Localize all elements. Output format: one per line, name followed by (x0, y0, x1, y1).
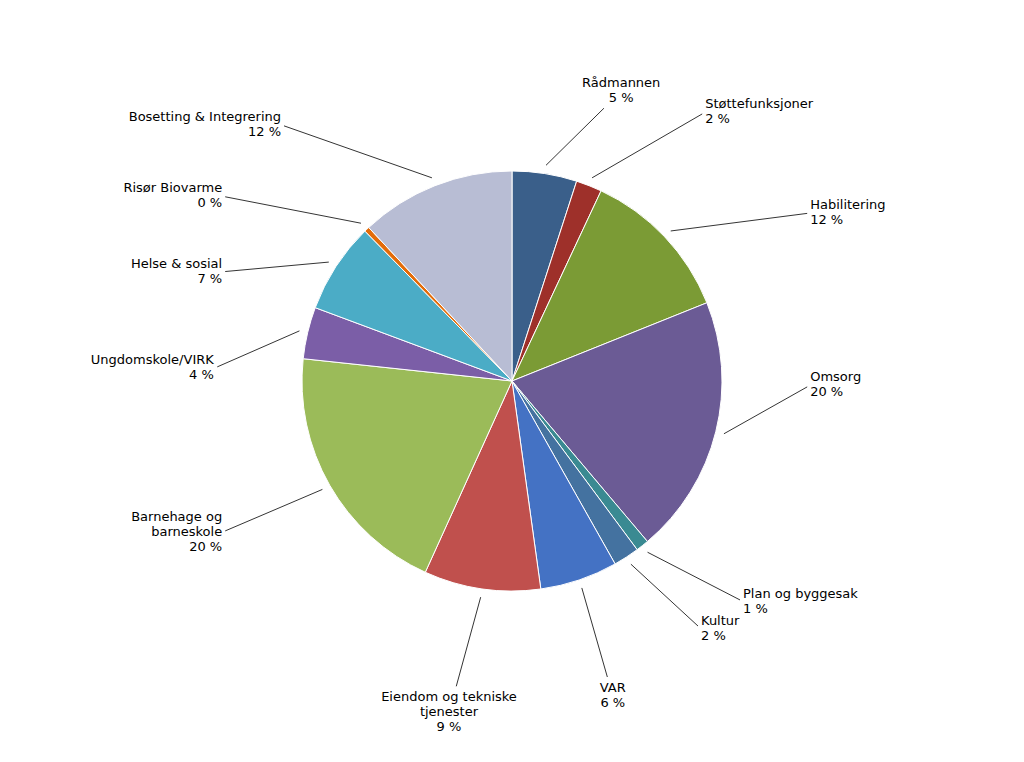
percent-label: 20 % (810, 384, 843, 399)
leader-line (631, 564, 698, 626)
leader-line (456, 597, 480, 686)
percent-label: 7 % (197, 271, 222, 286)
category-label: Plan og byggesak (743, 586, 858, 601)
percent-label: 12 % (810, 212, 843, 227)
slice-label: Ungdomskole/VIRK4 % (91, 352, 214, 382)
slices (302, 171, 722, 591)
chart-container: Rådmannen5 %Støttefunksjoner2 %Habiliter… (0, 0, 1024, 762)
category-label: Kultur (701, 613, 740, 628)
category-label: Rådmannen (582, 75, 660, 90)
leader-line (546, 108, 604, 165)
percent-label: 4 % (189, 367, 214, 382)
leader-lines (217, 108, 807, 686)
percent-label: 1 % (743, 601, 768, 616)
leader-line (225, 262, 329, 271)
slice-label: Risør Biovarme0 % (123, 180, 222, 210)
slice-label: Støttefunksjoner2 % (705, 96, 814, 126)
slice-label: Kultur2 % (701, 613, 740, 643)
percent-label: 5 % (609, 90, 634, 105)
leader-line (217, 331, 299, 367)
category-label: Helse & sosial (131, 256, 222, 271)
leader-line (671, 213, 807, 231)
slice-label: Rådmannen5 % (582, 75, 660, 105)
percent-label: 6 % (600, 695, 625, 710)
category-label: Bosetting & Integrering (129, 109, 281, 124)
slice-label: Eiendom og teknisketjenester9 % (381, 689, 517, 734)
leader-line (724, 387, 807, 434)
leader-line (225, 489, 322, 531)
category-label: Støttefunksjoner (705, 96, 814, 111)
slice-label: Omsorg20 % (810, 369, 861, 399)
slice-label: Barnehage ogbarneskole20 % (131, 509, 222, 554)
category-label: Eiendom og tekniske (381, 689, 517, 704)
chart: Rådmannen5 %Støttefunksjoner2 %Habiliter… (0, 0, 1024, 762)
percent-label: 12 % (248, 124, 281, 139)
leader-line (225, 197, 361, 223)
category-label: Barnehage og (131, 509, 222, 524)
leader-line (592, 114, 702, 178)
category-label: barneskole (151, 524, 222, 539)
slice-label: VAR6 % (600, 680, 626, 710)
leader-line (582, 588, 608, 677)
percent-label: 9 % (437, 719, 462, 734)
percent-label: 20 % (189, 539, 222, 554)
pie-slice (302, 359, 512, 573)
pie-slice (369, 171, 512, 381)
category-label: VAR (600, 680, 626, 695)
category-label: Risør Biovarme (123, 180, 222, 195)
leader-line (284, 126, 432, 178)
category-label: Habilitering (810, 197, 885, 212)
category-label: Ungdomskole/VIRK (91, 352, 214, 367)
slice-label: Bosetting & Integrering12 % (129, 109, 281, 139)
labels: Rådmannen5 %Støttefunksjoner2 %Habiliter… (91, 75, 886, 734)
slice-label: Helse & sosial7 % (131, 256, 222, 286)
category-label: Omsorg (810, 369, 861, 384)
slice-label: Plan og byggesak1 % (743, 586, 858, 616)
slice-label: Habilitering12 % (810, 197, 885, 227)
percent-label: 0 % (197, 195, 222, 210)
percent-label: 2 % (705, 111, 730, 126)
percent-label: 2 % (701, 628, 726, 643)
category-label: tjenester (420, 704, 479, 719)
